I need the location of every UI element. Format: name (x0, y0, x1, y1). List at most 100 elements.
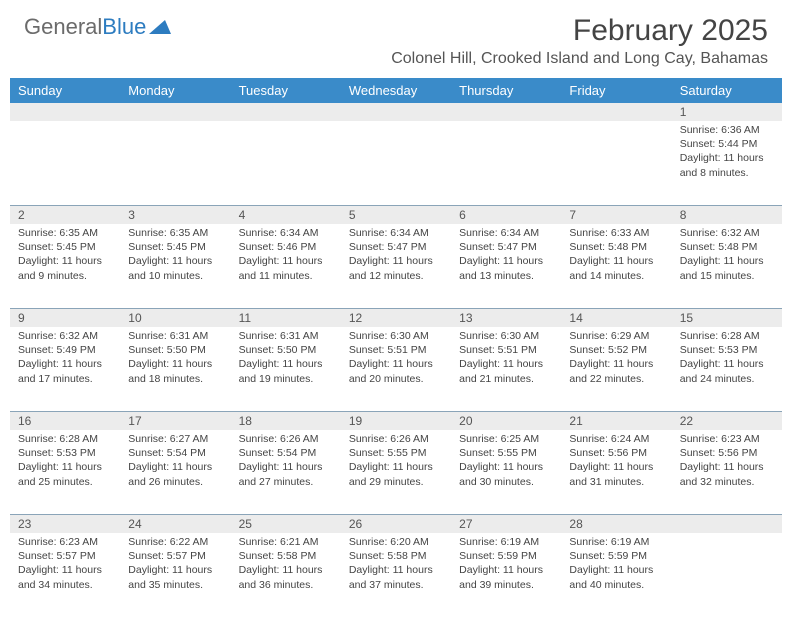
day-info-line: Sunset: 5:56 PM (569, 446, 663, 460)
day-info-line: Sunset: 5:51 PM (459, 343, 553, 357)
day-info-line: Daylight: 11 hours and 11 minutes. (239, 254, 333, 282)
day-info-line: Sunrise: 6:32 AM (18, 329, 112, 343)
day-cell: Sunrise: 6:31 AMSunset: 5:50 PMDaylight:… (120, 327, 230, 411)
day-info-line: Daylight: 11 hours and 22 minutes. (569, 357, 663, 385)
day-info-line: Sunset: 5:44 PM (680, 137, 774, 151)
day-info-line: Sunset: 5:57 PM (18, 549, 112, 563)
day-cell-body: Sunrise: 6:26 AMSunset: 5:54 PMDaylight:… (231, 430, 341, 493)
day-info-line: Sunrise: 6:31 AM (128, 329, 222, 343)
week: 16171819202122Sunrise: 6:28 AMSunset: 5:… (10, 411, 782, 514)
day-number: 18 (231, 412, 341, 430)
day-info-line: Daylight: 11 hours and 17 minutes. (18, 357, 112, 385)
day-number: 22 (672, 412, 782, 430)
day-info-line: Sunset: 5:59 PM (459, 549, 553, 563)
day-cell: Sunrise: 6:26 AMSunset: 5:54 PMDaylight:… (231, 430, 341, 514)
day-number: 16 (10, 412, 120, 430)
day-info-line: Sunrise: 6:36 AM (680, 123, 774, 137)
day-info-line: Daylight: 11 hours and 25 minutes. (18, 460, 112, 488)
day-cell: Sunrise: 6:21 AMSunset: 5:58 PMDaylight:… (231, 533, 341, 617)
weekday-header-row: SundayMondayTuesdayWednesdayThursdayFrid… (10, 78, 782, 103)
day-info-line: Daylight: 11 hours and 10 minutes. (128, 254, 222, 282)
day-number: 21 (561, 412, 671, 430)
day-info-line: Sunrise: 6:26 AM (239, 432, 333, 446)
day-cell: Sunrise: 6:35 AMSunset: 5:45 PMDaylight:… (120, 224, 230, 308)
day-number: 14 (561, 309, 671, 327)
weekday-header: Sunday (10, 78, 120, 103)
week: 232425262728Sunrise: 6:23 AMSunset: 5:57… (10, 514, 782, 617)
day-number: 28 (561, 515, 671, 533)
day-number-row: 2345678 (10, 205, 782, 224)
day-info-line: Sunset: 5:55 PM (459, 446, 553, 460)
day-info-line: Sunrise: 6:35 AM (18, 226, 112, 240)
day-cell-body (341, 121, 451, 127)
day-info-line: Sunset: 5:56 PM (680, 446, 774, 460)
day-info-line: Daylight: 11 hours and 18 minutes. (128, 357, 222, 385)
day-info-line: Sunrise: 6:31 AM (239, 329, 333, 343)
weekday-header: Monday (120, 78, 230, 103)
day-cell-body: Sunrise: 6:26 AMSunset: 5:55 PMDaylight:… (341, 430, 451, 493)
day-info-line: Daylight: 11 hours and 9 minutes. (18, 254, 112, 282)
day-info-line: Daylight: 11 hours and 37 minutes. (349, 563, 443, 591)
day-info-line: Daylight: 11 hours and 8 minutes. (680, 151, 774, 179)
day-cell: Sunrise: 6:35 AMSunset: 5:45 PMDaylight:… (10, 224, 120, 308)
day-cell-body: Sunrise: 6:19 AMSunset: 5:59 PMDaylight:… (561, 533, 671, 596)
day-cell: Sunrise: 6:25 AMSunset: 5:55 PMDaylight:… (451, 430, 561, 514)
day-info-line: Sunrise: 6:34 AM (459, 226, 553, 240)
day-number: 3 (120, 206, 230, 224)
day-cell (561, 121, 671, 205)
day-info-line: Sunset: 5:54 PM (239, 446, 333, 460)
day-info-line: Daylight: 11 hours and 24 minutes. (680, 357, 774, 385)
page-header: GeneralBlue February 2025 Colonel Hill, … (0, 0, 792, 72)
day-info-line: Sunset: 5:45 PM (18, 240, 112, 254)
week: 2345678Sunrise: 6:35 AMSunset: 5:45 PMDa… (10, 205, 782, 308)
day-cell-body: Sunrise: 6:23 AMSunset: 5:57 PMDaylight:… (10, 533, 120, 596)
day-cell: Sunrise: 6:20 AMSunset: 5:58 PMDaylight:… (341, 533, 451, 617)
day-cell (451, 121, 561, 205)
day-cell-body: Sunrise: 6:28 AMSunset: 5:53 PMDaylight:… (10, 430, 120, 493)
day-number: 15 (672, 309, 782, 327)
day-info-line: Sunrise: 6:34 AM (349, 226, 443, 240)
day-cell-body: Sunrise: 6:19 AMSunset: 5:59 PMDaylight:… (451, 533, 561, 596)
day-number: 13 (451, 309, 561, 327)
day-number (231, 103, 341, 121)
day-number: 19 (341, 412, 451, 430)
day-cell: Sunrise: 6:34 AMSunset: 5:47 PMDaylight:… (341, 224, 451, 308)
day-info-line: Sunset: 5:47 PM (459, 240, 553, 254)
day-cell-body (10, 121, 120, 127)
day-cell (341, 121, 451, 205)
day-cell: Sunrise: 6:36 AMSunset: 5:44 PMDaylight:… (672, 121, 782, 205)
day-number: 7 (561, 206, 671, 224)
day-info-line: Sunset: 5:53 PM (680, 343, 774, 357)
day-info-line: Sunrise: 6:32 AM (680, 226, 774, 240)
day-number: 26 (341, 515, 451, 533)
day-cell: Sunrise: 6:34 AMSunset: 5:46 PMDaylight:… (231, 224, 341, 308)
day-cell: Sunrise: 6:23 AMSunset: 5:56 PMDaylight:… (672, 430, 782, 514)
day-info-line: Sunrise: 6:28 AM (680, 329, 774, 343)
day-info-line: Sunset: 5:45 PM (128, 240, 222, 254)
day-number: 1 (672, 103, 782, 121)
day-cell-body: Sunrise: 6:27 AMSunset: 5:54 PMDaylight:… (120, 430, 230, 493)
weekday-header: Thursday (451, 78, 561, 103)
week-body-row: Sunrise: 6:35 AMSunset: 5:45 PMDaylight:… (10, 224, 782, 308)
day-info-line: Sunset: 5:54 PM (128, 446, 222, 460)
day-info-line: Daylight: 11 hours and 32 minutes. (680, 460, 774, 488)
day-cell-body (231, 121, 341, 127)
day-cell: Sunrise: 6:30 AMSunset: 5:51 PMDaylight:… (341, 327, 451, 411)
day-number: 6 (451, 206, 561, 224)
day-info-line: Sunset: 5:58 PM (239, 549, 333, 563)
day-info-line: Sunrise: 6:30 AM (349, 329, 443, 343)
day-info-line: Sunrise: 6:22 AM (128, 535, 222, 549)
day-cell-body: Sunrise: 6:34 AMSunset: 5:46 PMDaylight:… (231, 224, 341, 287)
week: 9101112131415Sunrise: 6:32 AMSunset: 5:4… (10, 308, 782, 411)
day-number: 11 (231, 309, 341, 327)
day-number-row: 1 (10, 103, 782, 121)
day-info-line: Daylight: 11 hours and 21 minutes. (459, 357, 553, 385)
day-cell: Sunrise: 6:28 AMSunset: 5:53 PMDaylight:… (672, 327, 782, 411)
day-info-line: Daylight: 11 hours and 14 minutes. (569, 254, 663, 282)
day-cell-body (561, 121, 671, 127)
day-info-line: Daylight: 11 hours and 15 minutes. (680, 254, 774, 282)
day-info-line: Sunrise: 6:23 AM (680, 432, 774, 446)
day-cell-body: Sunrise: 6:20 AMSunset: 5:58 PMDaylight:… (341, 533, 451, 596)
day-info-line: Sunrise: 6:29 AM (569, 329, 663, 343)
day-cell-body: Sunrise: 6:34 AMSunset: 5:47 PMDaylight:… (451, 224, 561, 287)
